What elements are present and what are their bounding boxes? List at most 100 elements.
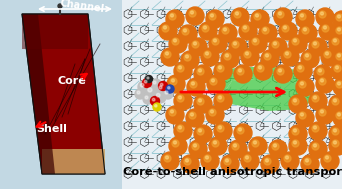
Circle shape — [284, 51, 291, 58]
Circle shape — [317, 68, 324, 75]
Circle shape — [333, 109, 342, 127]
Circle shape — [336, 66, 339, 69]
Circle shape — [170, 78, 177, 85]
Circle shape — [159, 86, 162, 89]
Circle shape — [274, 8, 292, 26]
Circle shape — [153, 81, 156, 84]
Circle shape — [211, 79, 214, 82]
Circle shape — [155, 105, 157, 107]
Circle shape — [338, 113, 341, 116]
Circle shape — [257, 65, 264, 72]
Polygon shape — [225, 79, 315, 111]
Circle shape — [152, 98, 155, 101]
Circle shape — [206, 106, 224, 124]
Circle shape — [324, 51, 331, 58]
Circle shape — [259, 66, 262, 69]
Circle shape — [161, 48, 179, 66]
Circle shape — [219, 66, 222, 69]
Circle shape — [244, 51, 251, 58]
Circle shape — [141, 83, 144, 87]
Circle shape — [164, 155, 171, 162]
Circle shape — [241, 48, 259, 66]
Circle shape — [158, 81, 168, 91]
Circle shape — [274, 42, 276, 45]
Circle shape — [322, 25, 329, 32]
Circle shape — [166, 10, 184, 28]
Circle shape — [299, 13, 306, 20]
Circle shape — [225, 159, 228, 162]
Circle shape — [336, 14, 342, 21]
Circle shape — [324, 26, 327, 29]
Circle shape — [181, 51, 199, 69]
Circle shape — [172, 140, 179, 147]
Circle shape — [164, 51, 171, 58]
Circle shape — [294, 62, 312, 80]
Circle shape — [219, 24, 237, 42]
Circle shape — [332, 98, 339, 105]
Circle shape — [319, 109, 326, 116]
Circle shape — [286, 52, 289, 55]
Circle shape — [159, 22, 177, 40]
Circle shape — [299, 24, 317, 42]
Circle shape — [293, 99, 297, 102]
Circle shape — [296, 10, 314, 28]
Circle shape — [213, 39, 216, 42]
Circle shape — [293, 39, 297, 42]
Circle shape — [314, 65, 332, 83]
Circle shape — [138, 81, 150, 93]
Circle shape — [241, 152, 259, 170]
Circle shape — [163, 26, 167, 29]
Circle shape — [338, 28, 341, 31]
Circle shape — [214, 92, 232, 110]
Circle shape — [210, 14, 213, 17]
Circle shape — [338, 82, 341, 85]
Circle shape — [265, 159, 268, 162]
Circle shape — [197, 68, 204, 75]
Circle shape — [316, 106, 334, 124]
Circle shape — [206, 52, 209, 55]
Circle shape — [332, 128, 339, 135]
Circle shape — [333, 78, 342, 96]
Circle shape — [154, 91, 166, 103]
Circle shape — [234, 42, 237, 45]
Circle shape — [326, 156, 329, 159]
Circle shape — [179, 96, 182, 99]
Circle shape — [143, 94, 153, 104]
Circle shape — [197, 128, 204, 135]
Circle shape — [231, 8, 249, 26]
Circle shape — [289, 137, 307, 155]
Circle shape — [249, 137, 267, 155]
Circle shape — [222, 27, 229, 34]
Circle shape — [219, 96, 222, 99]
Circle shape — [244, 155, 251, 162]
Circle shape — [284, 26, 287, 29]
Circle shape — [333, 24, 342, 42]
Circle shape — [305, 159, 308, 162]
Text: Core-to-shell anisotropic transport: Core-to-shell anisotropic transport — [123, 167, 342, 177]
Circle shape — [329, 125, 342, 143]
Circle shape — [202, 25, 209, 32]
Text: Shell: Shell — [37, 124, 67, 134]
Circle shape — [314, 96, 316, 99]
Circle shape — [319, 78, 326, 85]
Circle shape — [224, 53, 231, 60]
Circle shape — [277, 11, 284, 18]
Circle shape — [296, 109, 314, 127]
Circle shape — [177, 95, 184, 102]
Circle shape — [238, 69, 241, 72]
Circle shape — [169, 35, 187, 53]
Circle shape — [314, 42, 316, 45]
Circle shape — [203, 26, 207, 29]
Circle shape — [304, 158, 311, 165]
Circle shape — [225, 54, 228, 57]
Circle shape — [309, 92, 327, 110]
Circle shape — [302, 27, 309, 34]
Circle shape — [333, 141, 337, 144]
Circle shape — [194, 144, 197, 147]
Circle shape — [336, 27, 342, 34]
Circle shape — [321, 152, 339, 170]
Circle shape — [201, 48, 219, 66]
Circle shape — [237, 68, 244, 75]
Circle shape — [292, 140, 299, 147]
Circle shape — [269, 140, 287, 158]
